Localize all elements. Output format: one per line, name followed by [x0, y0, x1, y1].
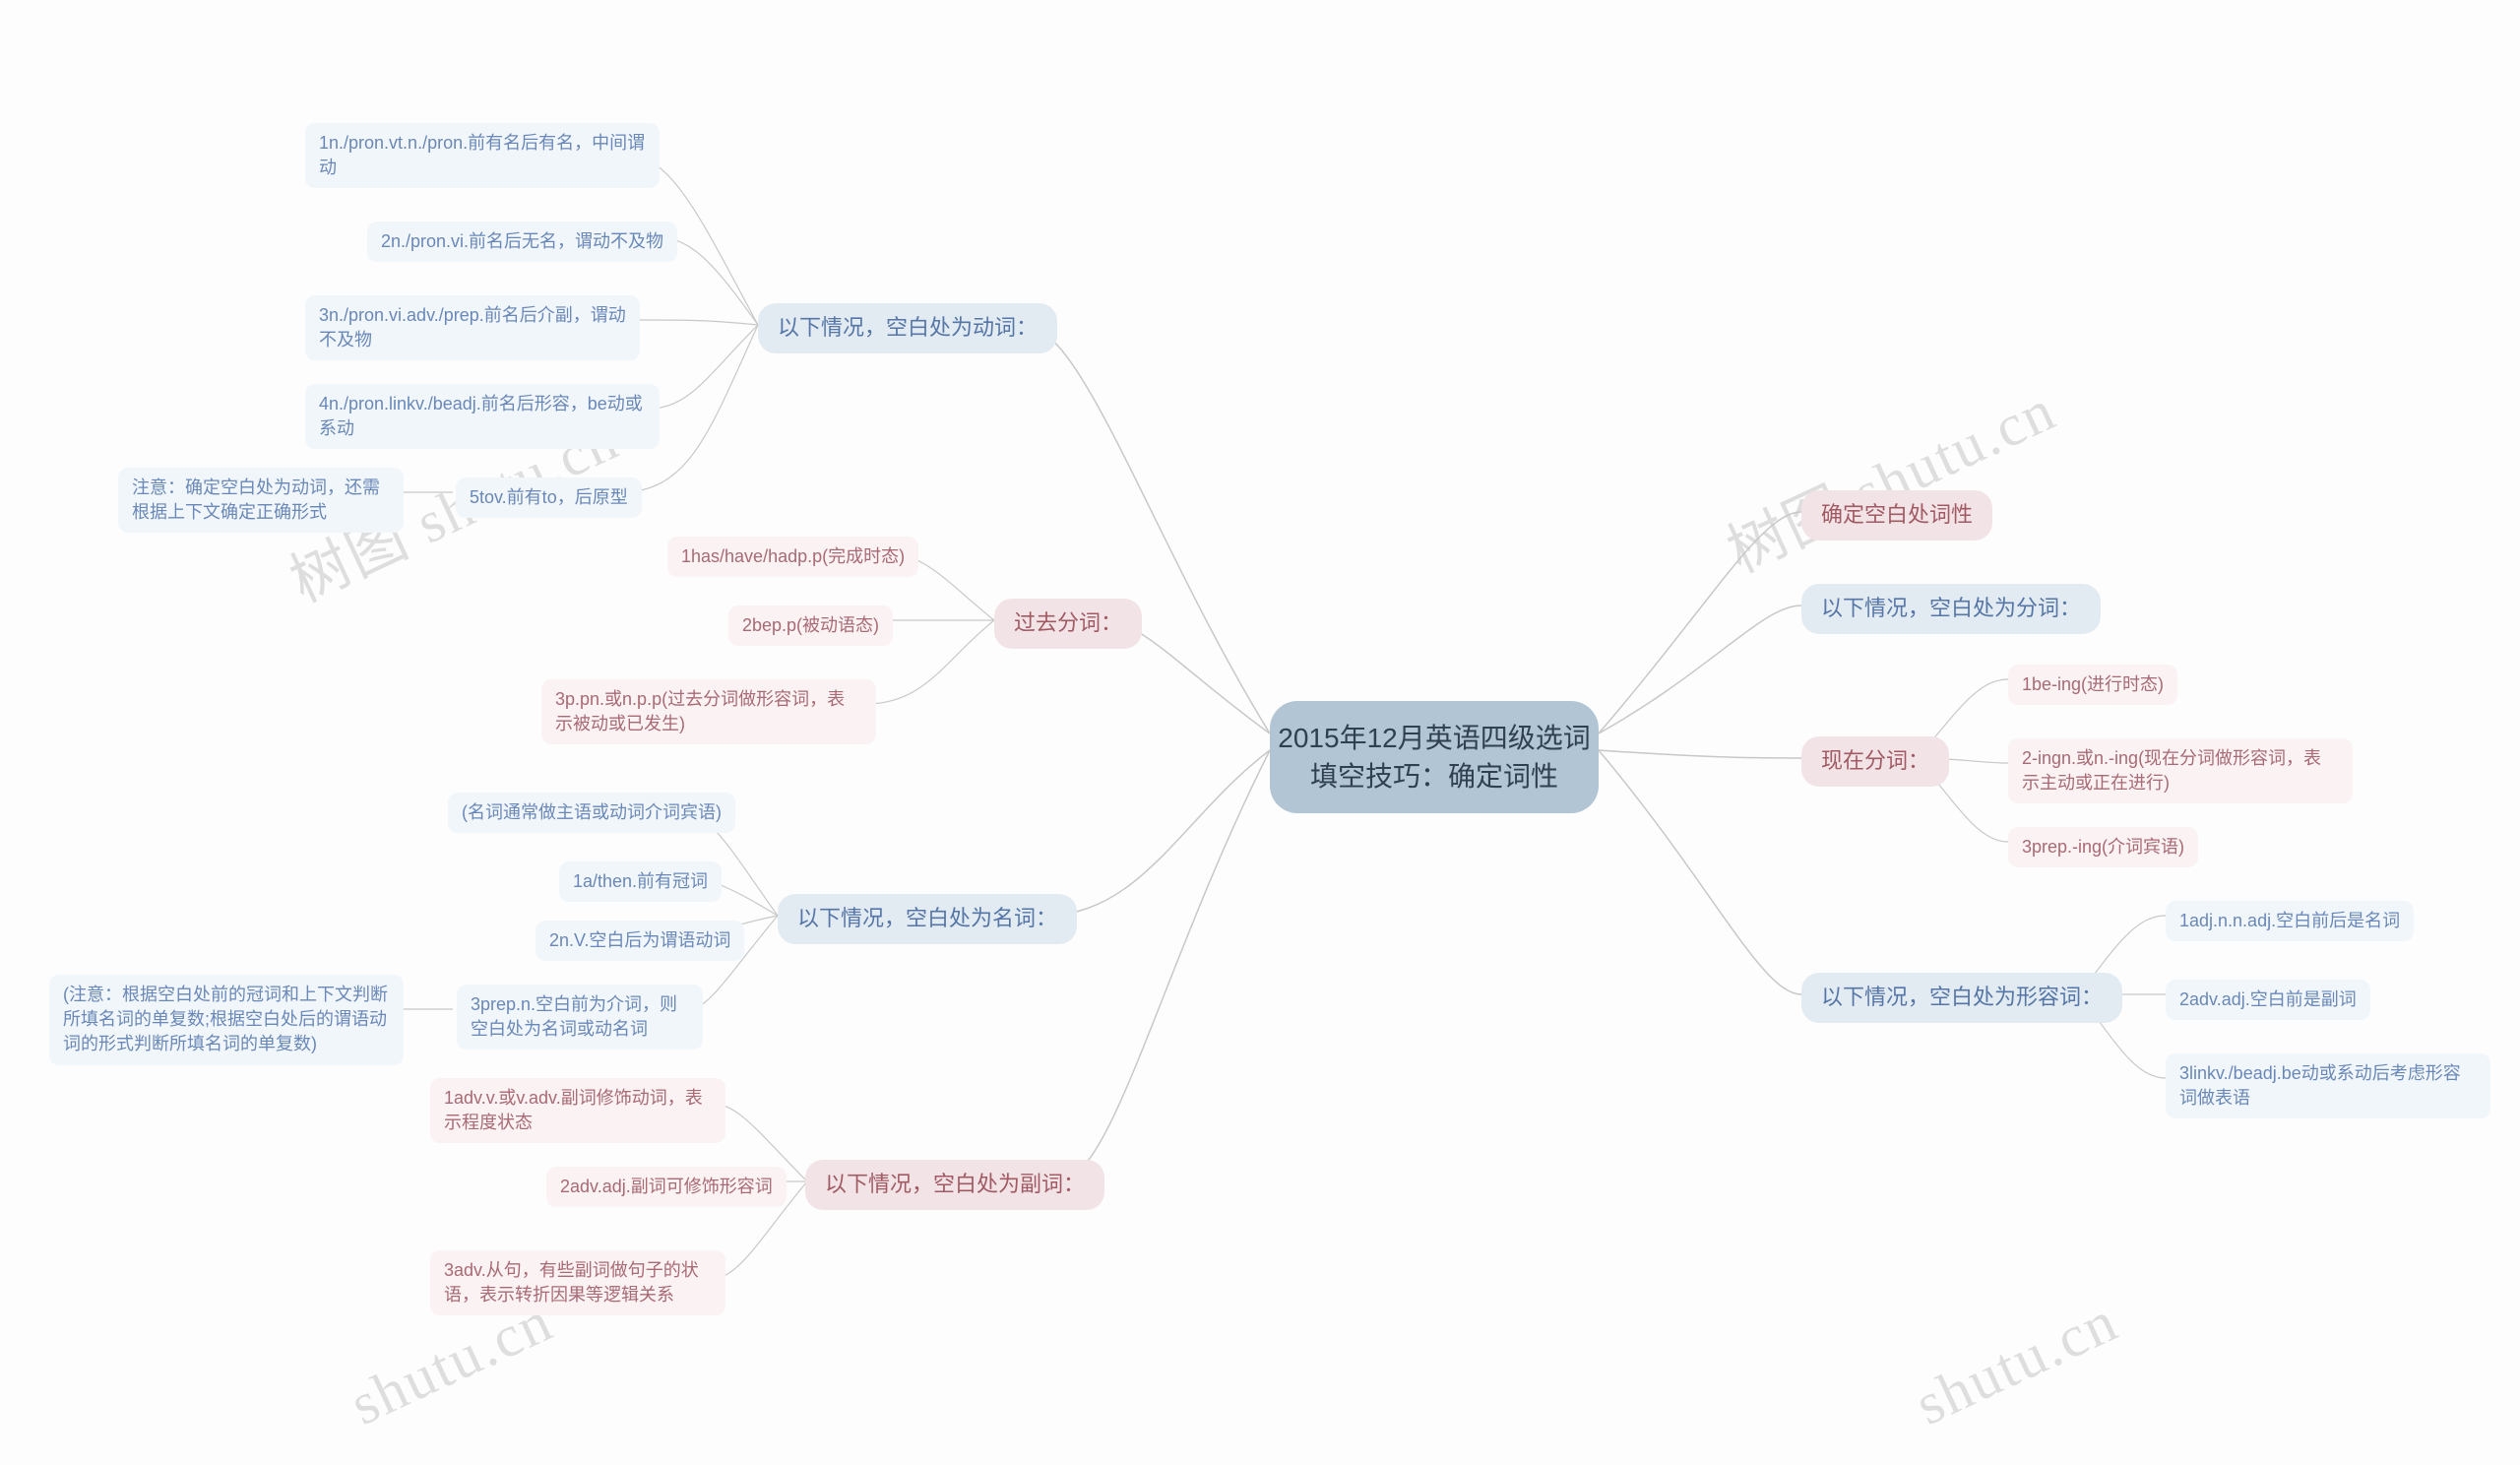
leaf-adv-2[interactable]: 2adv.adj.副词可修饰形容词	[546, 1167, 787, 1207]
leaf-presp-2[interactable]: 2-ingn.或n.-ing(现在分词做形容词，表示主动或正在进行)	[2008, 738, 2353, 803]
root-node[interactable]: 2015年12月英语四级选词 填空技巧：确定词性	[1270, 701, 1599, 813]
leaf-pp-3[interactable]: 3p.pn.或n.p.p(过去分词做形容词，表示被动或已发生)	[541, 679, 876, 744]
leaf-noun-1[interactable]: 1a/then.前有冠词	[559, 861, 722, 902]
branch-participle[interactable]: 以下情况，空白处为分词：	[1801, 584, 2101, 634]
leaf-noun-2[interactable]: 2n.V.空白后为谓语动词	[536, 921, 744, 961]
leaf-adv-1[interactable]: 1adv.v.或v.adv.副词修饰动词，表示程度状态	[430, 1078, 725, 1143]
root-line1: 2015年12月英语四级选词	[1278, 719, 1590, 757]
branch-noun[interactable]: 以下情况，空白处为名词：	[778, 894, 1077, 944]
leaf-presp-3[interactable]: 3prep.-ing(介词宾语)	[2008, 827, 2198, 867]
branch-adjective[interactable]: 以下情况，空白处为形容词：	[1801, 973, 2122, 1023]
leaf-pp-2[interactable]: 2bep.p(被动语态)	[728, 605, 893, 646]
leaf-noun-3[interactable]: 3prep.n.空白前为介词，则空白处为名词或动名词	[457, 985, 703, 1050]
leaf-adj-2[interactable]: 2adv.adj.空白前是副词	[2166, 980, 2370, 1020]
connectors	[0, 0, 2520, 1465]
leaf-verb-note[interactable]: 注意：确定空白处为动词，还需根据上下文确定正确形式	[118, 468, 404, 533]
branch-present-participle[interactable]: 现在分词：	[1801, 736, 1949, 787]
mindmap-canvas: 树图 shutu.cn 树图 shutu.cn shutu.cn shutu.c…	[0, 0, 2520, 1465]
branch-past-participle[interactable]: 过去分词：	[994, 599, 1142, 649]
branch-adverb[interactable]: 以下情况，空白处为副词：	[805, 1160, 1104, 1210]
leaf-adj-1[interactable]: 1adj.n.n.adj.空白前后是名词	[2166, 901, 2414, 941]
leaf-verb-2[interactable]: 2n./pron.vi.前名后无名，谓动不及物	[367, 222, 677, 262]
leaf-pp-1[interactable]: 1has/have/hadp.p(完成时态)	[667, 537, 918, 577]
branch-confirm-pos[interactable]: 确定空白处词性	[1801, 490, 1992, 541]
leaf-adv-3[interactable]: 3adv.从句，有些副词做句子的状语，表示转折因果等逻辑关系	[430, 1250, 725, 1315]
watermark: shutu.cn	[1906, 1287, 2128, 1439]
root-line2: 填空技巧：确定词性	[1278, 757, 1590, 796]
leaf-noun-0[interactable]: (名词通常做主语或动词介词宾语)	[448, 793, 735, 833]
leaf-presp-1[interactable]: 1be-ing(进行时态)	[2008, 665, 2177, 705]
branch-verb[interactable]: 以下情况，空白处为动词：	[758, 303, 1057, 353]
leaf-verb-1[interactable]: 1n./pron.vt.n./pron.前有名后有名，中间谓动	[305, 123, 660, 188]
leaf-adj-3[interactable]: 3linkv./beadj.be动或系动后考虑形容词做表语	[2166, 1053, 2490, 1118]
leaf-verb-4[interactable]: 4n./pron.linkv./beadj.前名后形容，be动或系动	[305, 384, 660, 449]
leaf-verb-3[interactable]: 3n./pron.vi.adv./prep.前名后介副，谓动不及物	[305, 295, 640, 360]
watermark: 树图 shutu.cn	[1711, 362, 2067, 589]
leaf-noun-note[interactable]: (注意：根据空白处前的冠词和上下文判断所填名词的单复数;根据空白处后的谓语动词的…	[49, 975, 404, 1065]
leaf-verb-5[interactable]: 5tov.前有to，后原型	[456, 478, 642, 518]
